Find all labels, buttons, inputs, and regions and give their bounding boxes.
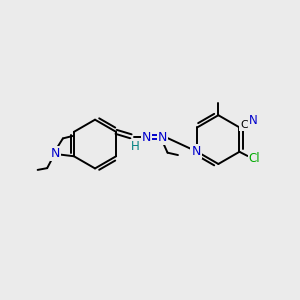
- Text: N: N: [191, 145, 201, 158]
- Text: H: H: [130, 140, 139, 153]
- Text: Cl: Cl: [248, 152, 260, 165]
- Text: N: N: [51, 147, 60, 161]
- Text: N: N: [142, 131, 152, 144]
- Text: C: C: [240, 120, 248, 130]
- Text: N: N: [158, 131, 167, 144]
- Text: N: N: [249, 114, 258, 127]
